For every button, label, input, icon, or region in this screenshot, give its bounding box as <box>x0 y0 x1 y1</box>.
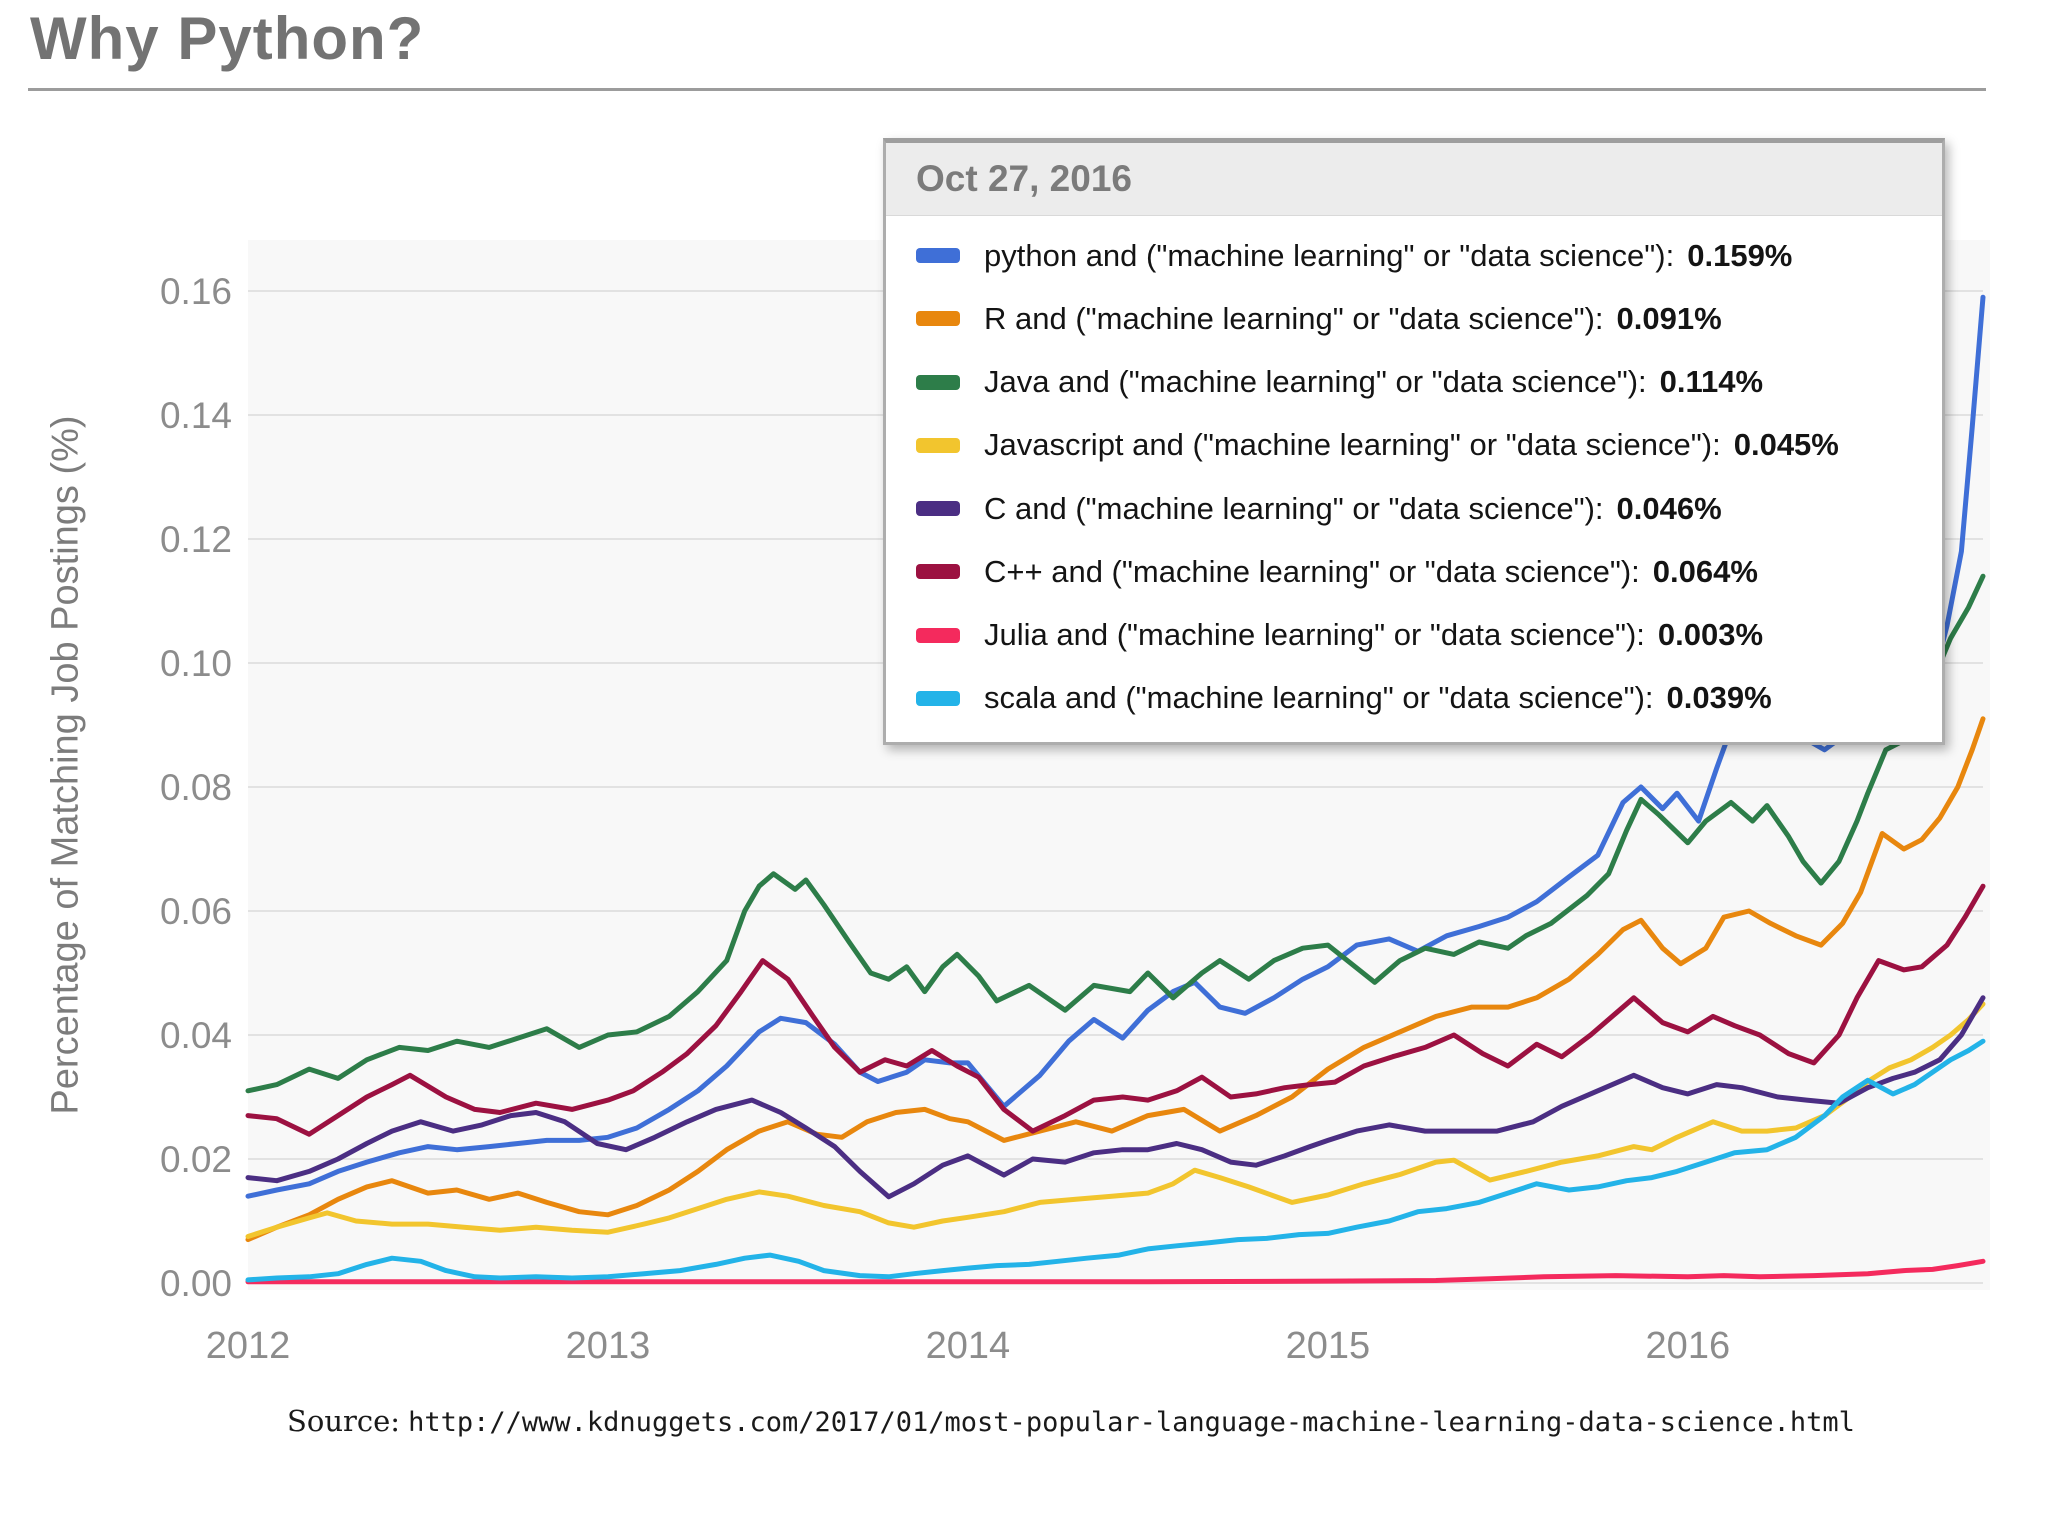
chart-tooltip: Oct 27, 2016 python and ("machine learni… <box>883 138 1945 745</box>
svg-text:2012: 2012 <box>206 1325 291 1367</box>
svg-text:0.10: 0.10 <box>160 643 232 684</box>
legend-label: Javascript and ("machine learning" or "d… <box>984 427 1721 463</box>
legend-value: 0.114% <box>1659 364 1764 400</box>
svg-text:0.14: 0.14 <box>160 395 232 436</box>
legend-item-scala: scala and ("machine learning" or "data s… <box>916 680 1932 716</box>
legend-value: 0.039% <box>1666 680 1772 716</box>
legend-item-java: Java and ("machine learning" or "data sc… <box>916 364 1932 400</box>
tooltip-date: Oct 27, 2016 <box>886 143 1942 216</box>
legend-value: 0.003% <box>1657 617 1764 653</box>
legend-label: scala and ("machine learning" or "data s… <box>984 680 1654 716</box>
legend-item-c: C and ("machine learning" or "data scien… <box>916 491 1932 527</box>
c-color-swatch <box>916 501 960 517</box>
svg-text:2015: 2015 <box>1286 1325 1371 1367</box>
source-label: Source: <box>287 1404 401 1438</box>
legend-item-javascript: Javascript and ("machine learning" or "d… <box>916 427 1932 463</box>
page-title: Why Python? <box>30 5 425 72</box>
svg-text:0.02: 0.02 <box>160 1139 232 1180</box>
legend-label: Julia and ("machine learning" or "data s… <box>984 617 1645 653</box>
legend-item-cpp: C++ and ("machine learning" or "data sci… <box>916 554 1932 590</box>
legend-value: 0.046% <box>1616 490 1722 526</box>
legend-label: C and ("machine learning" or "data scien… <box>984 490 1604 526</box>
python-color-swatch <box>916 248 960 264</box>
legend-label: python and ("machine learning" or "data … <box>984 237 1675 273</box>
legend-value: 0.064% <box>1652 553 1758 589</box>
svg-text:0.00: 0.00 <box>160 1263 232 1304</box>
legend-item-python: python and ("machine learning" or "data … <box>916 238 1932 274</box>
legend-value: 0.159% <box>1687 237 1793 273</box>
r-color-swatch <box>916 311 960 327</box>
scala-color-swatch <box>916 690 960 706</box>
svg-text:0.08: 0.08 <box>160 767 232 808</box>
legend-label: C++ and ("machine learning" or "data sci… <box>984 553 1640 589</box>
tooltip-legend: python and ("machine learning" or "data … <box>886 216 1942 742</box>
title-underline <box>28 88 1986 91</box>
svg-text:2016: 2016 <box>1646 1325 1731 1367</box>
legend-item-r: R and ("machine learning" or "data scien… <box>916 301 1932 337</box>
svg-text:0.12: 0.12 <box>160 519 232 560</box>
legend-value: 0.045% <box>1733 427 1839 463</box>
legend-value: 0.091% <box>1616 300 1722 336</box>
legend-item-julia: Julia and ("machine learning" or "data s… <box>916 617 1932 653</box>
source-url: http://www.kdnuggets.com/2017/01/most-po… <box>408 1407 1855 1438</box>
java-color-swatch <box>916 374 960 390</box>
svg-text:0.06: 0.06 <box>160 891 232 932</box>
cpp-color-swatch <box>916 564 960 580</box>
svg-text:0.16: 0.16 <box>160 271 232 312</box>
source-line: Source: http://www.kdnuggets.com/2017/01… <box>287 1404 1855 1439</box>
javascript-color-swatch <box>916 437 960 453</box>
svg-text:0.04: 0.04 <box>160 1015 232 1056</box>
legend-label: R and ("machine learning" or "data scien… <box>984 300 1604 336</box>
svg-text:2014: 2014 <box>926 1325 1011 1367</box>
julia-color-swatch <box>916 627 960 643</box>
legend-label: Java and ("machine learning" or "data sc… <box>984 364 1647 400</box>
svg-text:2013: 2013 <box>566 1325 651 1367</box>
